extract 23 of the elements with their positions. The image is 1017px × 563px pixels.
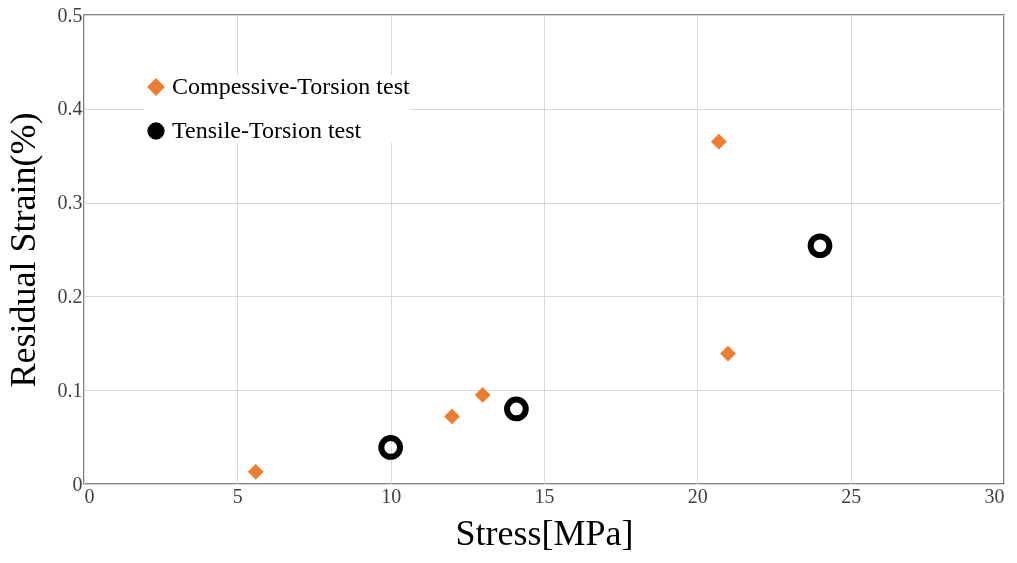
point	[378, 435, 404, 460]
y-tick-label: 0.3	[57, 191, 83, 214]
x-axis-title: Stress[MPa]	[455, 512, 634, 553]
point	[710, 133, 727, 150]
x-tick-label: 30	[984, 484, 1005, 507]
point	[720, 345, 736, 362]
y-tick-label: 0.5	[57, 3, 83, 26]
x-tick-label: 5	[232, 484, 243, 507]
point	[807, 233, 833, 259]
point	[444, 408, 460, 425]
x-tick-label: 20	[687, 484, 708, 507]
legend-label: Tensile-Torsion test	[172, 117, 362, 143]
x-tick-label: 25	[841, 484, 862, 507]
y-axis-title: Residual Strain(%)	[2, 112, 43, 388]
y-tick-label: 0.2	[57, 284, 83, 307]
point	[504, 396, 529, 422]
point	[247, 463, 264, 480]
x-tick-label: 15	[534, 484, 555, 507]
y-tick-label: 0.4	[57, 97, 83, 120]
point	[474, 386, 491, 403]
y-tick-label: 0.1	[57, 378, 83, 401]
legend-label: Compessive-Torsion test	[172, 73, 410, 99]
x-tick-label: 10	[381, 484, 402, 507]
